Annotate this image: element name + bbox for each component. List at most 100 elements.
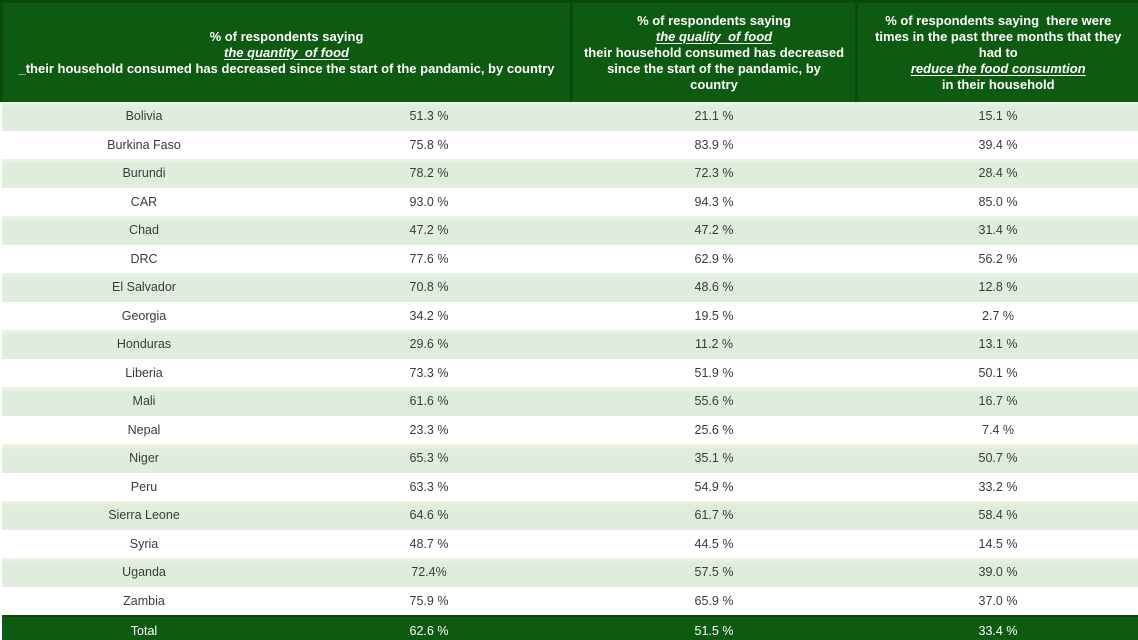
reduce-value-cell: 37.0 % [856,586,1138,616]
quantity-value-cell: 29.6 % [286,330,572,359]
table-row: Peru 63.3 % 54.9 % 33.2 % [1,472,1138,501]
table-header: % of respondents saying the quantity of … [0,0,1138,102]
quality-value-cell: 72.3 % [571,159,857,188]
table-row: Georgia 34.2 % 19.5 % 2.7 % [1,301,1138,330]
total-quantity-cell: 62.6 % [286,615,572,640]
reduce-value-cell: 28.4 % [856,159,1138,188]
header-row: % of respondents saying the quantity of … [0,0,1138,102]
header-quantity-emphasis: the quantity of food [224,44,349,60]
header-quality: % of respondents saying the quality of f… [570,0,857,102]
country-cell: Chad [1,216,287,245]
quality-value-cell: 83.9 % [571,130,857,159]
reduce-value-cell: 39.0 % [856,558,1138,587]
reduce-value-cell: 85.0 % [856,187,1138,216]
quantity-value-cell: 63.3 % [286,472,572,501]
table-row: Chad 47.2 % 47.2 % 31.4 % [1,216,1138,245]
table-row: Nepal 23.3 % 25.6 % 7.4 % [1,415,1138,444]
table-row: Burundi 78.2 % 72.3 % 28.4 % [1,159,1138,188]
country-cell: Georgia [1,301,287,330]
reduce-value-cell: 50.7 % [856,444,1138,473]
header-reduce-emphasis: reduce the food consumtion [910,60,1086,76]
country-cell: Burkina Faso [1,130,287,159]
reduce-value-cell: 33.2 % [856,472,1138,501]
quality-value-cell: 61.7 % [571,501,857,530]
country-cell: Uganda [1,558,287,587]
reduce-value-cell: 14.5 % [856,529,1138,558]
quantity-value-cell: 51.3 % [286,102,572,131]
table-row: Sierra Leone 64.6 % 61.7 % 58.4 % [1,501,1138,530]
table-row: Zambia 75.9 % 65.9 % 37.0 % [1,586,1138,616]
quantity-value-cell: 75.8 % [286,130,572,159]
header-quality-pre: % of respondents saying [637,12,791,28]
table-footer: Total 62.6 % 51.5 % 33.4 % [1,615,1138,640]
header-reduce: % of respondents saying there were times… [855,0,1138,102]
reduce-value-cell: 12.8 % [856,273,1138,302]
header-quantity: % of respondents saying the quantity of … [0,0,572,102]
reduce-value-cell: 39.4 % [856,130,1138,159]
quantity-value-cell: 70.8 % [286,273,572,302]
quality-value-cell: 51.9 % [571,358,857,387]
quality-value-cell: 25.6 % [571,415,857,444]
table-row: Honduras 29.6 % 11.2 % 13.1 % [1,330,1138,359]
reduce-value-cell: 58.4 % [856,501,1138,530]
reduce-value-cell: 2.7 % [856,301,1138,330]
reduce-value-cell: 31.4 % [856,216,1138,245]
country-cell: Niger [1,444,287,473]
table-row: Syria 48.7 % 44.5 % 14.5 % [1,529,1138,558]
table-row: Uganda 72.4% 57.5 % 39.0 % [1,558,1138,587]
country-cell: Nepal [1,415,287,444]
total-quality-cell: 51.5 % [571,615,857,640]
header-reduce-post: in their household [941,76,1055,92]
quantity-value-cell: 72.4% [286,558,572,587]
quantity-value-cell: 65.3 % [286,444,572,473]
country-cell: Mali [1,387,287,416]
reduce-value-cell: 50.1 % [856,358,1138,387]
quality-value-cell: 11.2 % [571,330,857,359]
quantity-value-cell: 64.6 % [286,501,572,530]
quality-value-cell: 21.1 % [571,102,857,131]
quantity-value-cell: 23.3 % [286,415,572,444]
country-cell: Zambia [1,586,287,616]
country-cell: Syria [1,529,287,558]
header-quantity-post: _their household consumed has decreased … [18,60,555,76]
reduce-value-cell: 16.7 % [856,387,1138,416]
total-reduce-cell: 33.4 % [856,615,1138,640]
quality-value-cell: 65.9 % [571,586,857,616]
quality-value-cell: 19.5 % [571,301,857,330]
quantity-value-cell: 77.6 % [286,244,572,273]
country-cell: Peru [1,472,287,501]
header-quality-post: their household consumed has decreased s… [583,44,848,92]
quantity-value-cell: 47.2 % [286,216,572,245]
country-cell: Sierra Leone [1,501,287,530]
quality-value-cell: 44.5 % [571,529,857,558]
country-cell: Bolivia [1,102,287,131]
header-quantity-pre: % of respondents saying [209,28,364,44]
total-label-cell: Total [1,615,287,640]
quantity-value-cell: 48.7 % [286,529,572,558]
quantity-value-cell: 34.2 % [286,301,572,330]
table-row: Mali 61.6 % 55.6 % 16.7 % [1,387,1138,416]
country-cell: Burundi [1,159,287,188]
reduce-value-cell: 56.2 % [856,244,1138,273]
reduce-value-cell: 15.1 % [856,102,1138,131]
total-row: Total 62.6 % 51.5 % 33.4 % [1,615,1138,640]
header-quality-emphasis: the quality of food [655,28,773,44]
table-row: DRC 77.6 % 62.9 % 56.2 % [1,244,1138,273]
quantity-value-cell: 75.9 % [286,586,572,616]
quality-value-cell: 55.6 % [571,387,857,416]
table-row: Liberia 73.3 % 51.9 % 50.1 % [1,358,1138,387]
quality-value-cell: 57.5 % [571,558,857,587]
reduce-value-cell: 13.1 % [856,330,1138,359]
country-cell: Honduras [1,330,287,359]
reduce-value-cell: 7.4 % [856,415,1138,444]
quality-value-cell: 54.9 % [571,472,857,501]
quantity-value-cell: 61.6 % [286,387,572,416]
quality-value-cell: 47.2 % [571,216,857,245]
country-cell: El Salvador [1,273,287,302]
country-cell: Liberia [1,358,287,387]
table-row: Burkina Faso 75.8 % 83.9 % 39.4 % [1,130,1138,159]
quality-value-cell: 48.6 % [571,273,857,302]
table-row: Bolivia 51.3 % 21.1 % 15.1 % [1,102,1138,131]
quality-value-cell: 35.1 % [571,444,857,473]
